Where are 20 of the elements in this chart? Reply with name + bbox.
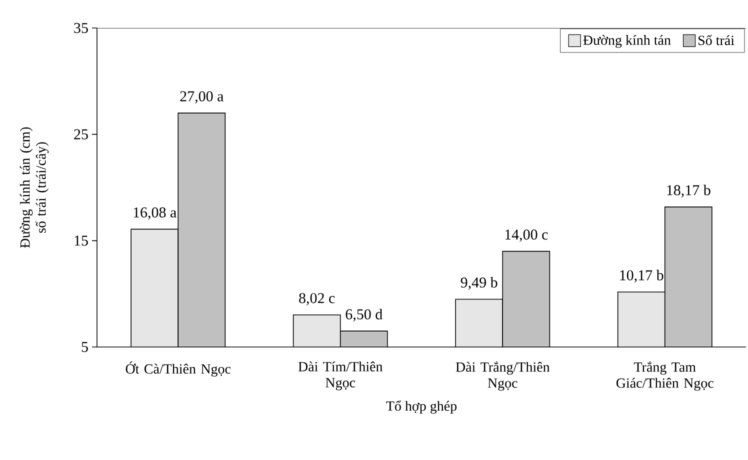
data-label: 14,00 c [505, 230, 548, 242]
y-tick-label: 25 [74, 129, 88, 140]
legend-label: Đường kính tán [583, 35, 671, 48]
data-label: 27,00 a [180, 91, 224, 104]
data-label: 16,08 a [134, 207, 176, 220]
y-tick-label: 5 [82, 342, 88, 352]
legend-label: Số trái [698, 34, 734, 46]
data-label: 6,50 d [346, 308, 382, 322]
x-tick-label: Ớt Cà/Thiên Ngọc [126, 362, 231, 377]
x-tick-label: Trắng Tam Giác/Thiên Ngọc [616, 362, 714, 391]
x-tick-label: Dài Trắng/Thiên Ngọc [456, 362, 550, 391]
data-label: 10,17 b [620, 270, 664, 283]
x-axis-title: Tổ hợp ghép [386, 400, 457, 414]
y-tick-label: 35 [74, 22, 88, 34]
data-label: 9,49 b [460, 277, 498, 290]
data-label: 18,17 b [667, 184, 710, 198]
y-tick-label: 15 [74, 236, 88, 246]
data-label: 8,02 c [299, 293, 335, 306]
x-tick-label: Dài Tím/Thiên Ngọc [298, 362, 383, 390]
y-axis-title: Đường kính tán (cm) số trái (trái/cây) [20, 127, 49, 248]
